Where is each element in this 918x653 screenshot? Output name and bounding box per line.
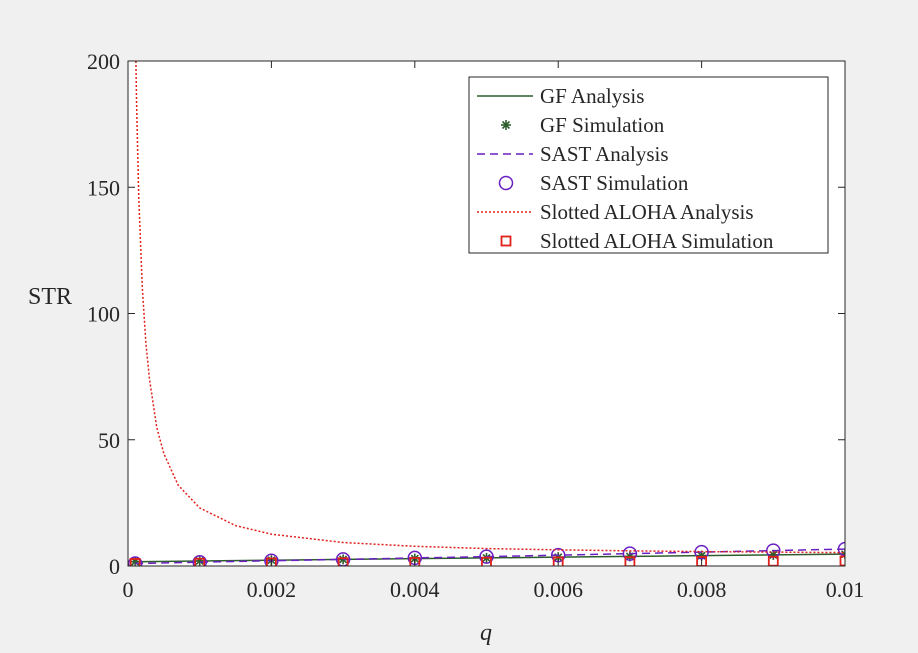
slotted-aloha-simulation-point: [194, 557, 206, 566]
x-tick-label: 0.004: [390, 577, 440, 602]
legend-sast-simulation-label: SAST Simulation: [540, 171, 689, 195]
slotted-aloha-simulation-point: [839, 555, 845, 566]
legend: GF Analysis GF Simulation SAST Analysis SAS…: [468, 76, 829, 254]
legend-slotted-aloha-simulation-swatch: [500, 235, 512, 247]
x-axis-label: q: [480, 620, 492, 646]
y-tick-label: 0: [109, 554, 120, 579]
sast-simulation-point: [264, 553, 279, 566]
slotted-aloha-analysis-line: [135, 61, 845, 554]
x-tick-label: 0: [123, 577, 134, 602]
legend-slotted-aloha-analysis-label: Slotted ALOHA Analysis: [540, 200, 754, 224]
slotted-aloha-simulation-point: [409, 557, 421, 566]
y-tick-label: 50: [98, 428, 120, 453]
y-axis-label: STR: [28, 284, 72, 310]
legend-gf-analysis-label: GF Analysis: [540, 84, 644, 108]
slotted-aloha-simulation-point: [624, 556, 636, 566]
x-tick-label: 0.01: [826, 577, 865, 602]
sast-simulation-point: [837, 541, 845, 557]
slotted-aloha-simulation-point: [129, 558, 141, 566]
legend-box: [468, 76, 829, 254]
y-tick-label: 100: [87, 302, 120, 327]
x-tick-label: 0.008: [677, 577, 727, 602]
ticks-layer: 0 0.002 0.004 0.006 0.008 0.01 0 50 100 150 200: [87, 49, 864, 602]
slotted-aloha-simulation-point: [552, 556, 564, 566]
legend-sast-simulation-swatch: [498, 175, 514, 191]
y-tick-label: 200: [87, 49, 120, 74]
slotted-aloha-simulation-point: [337, 557, 349, 566]
legend-gf-simulation-swatch: [501, 120, 511, 130]
slotted-aloha-simulation-point: [265, 557, 277, 566]
sast-simulation-point: [479, 549, 494, 564]
sast-simulation-point: [192, 554, 207, 566]
y-tick-label: 150: [87, 175, 120, 200]
legend-slotted-aloha-simulation-label: Slotted ALOHA Simulation: [540, 229, 774, 253]
sast-simulation-point: [622, 546, 638, 561]
x-tick-label: 0.002: [247, 577, 297, 602]
slotted-aloha-simulation-point: [481, 556, 492, 566]
x-tick-label: 0.006: [533, 577, 583, 602]
legend-gf-simulation-label: GF Simulation: [540, 113, 665, 137]
sast-simulation-point: [128, 556, 143, 566]
legend-sast-analysis-label: SAST Analysis: [540, 142, 669, 166]
